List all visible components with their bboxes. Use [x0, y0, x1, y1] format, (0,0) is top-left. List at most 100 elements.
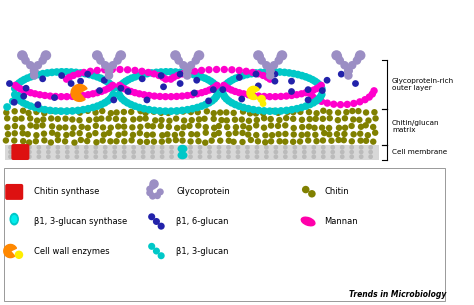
Circle shape	[217, 154, 221, 159]
Circle shape	[210, 86, 217, 93]
Circle shape	[312, 116, 319, 122]
Circle shape	[87, 68, 94, 75]
Circle shape	[159, 74, 166, 81]
Circle shape	[169, 145, 174, 150]
Circle shape	[313, 138, 320, 144]
Circle shape	[84, 108, 91, 114]
Circle shape	[84, 145, 89, 150]
Circle shape	[131, 89, 138, 96]
Circle shape	[20, 138, 27, 144]
Circle shape	[49, 130, 55, 136]
Circle shape	[219, 91, 227, 99]
Circle shape	[41, 92, 48, 99]
Circle shape	[288, 78, 295, 84]
Circle shape	[318, 82, 325, 89]
Circle shape	[84, 125, 91, 131]
Circle shape	[302, 186, 310, 193]
Circle shape	[93, 150, 98, 154]
Circle shape	[181, 124, 187, 130]
Circle shape	[294, 71, 302, 78]
Circle shape	[47, 139, 54, 146]
Circle shape	[142, 115, 149, 122]
Circle shape	[162, 76, 169, 83]
Circle shape	[162, 107, 169, 115]
Circle shape	[320, 108, 327, 114]
Circle shape	[89, 104, 97, 111]
Circle shape	[27, 115, 34, 122]
Circle shape	[122, 77, 130, 85]
Circle shape	[76, 130, 83, 136]
Circle shape	[12, 93, 20, 101]
Circle shape	[283, 115, 290, 121]
Circle shape	[58, 68, 65, 76]
Circle shape	[34, 61, 42, 70]
Circle shape	[131, 154, 136, 159]
Circle shape	[74, 145, 79, 150]
Circle shape	[189, 117, 195, 123]
Circle shape	[230, 138, 237, 145]
Circle shape	[240, 90, 247, 97]
Circle shape	[210, 95, 219, 103]
Circle shape	[358, 124, 364, 130]
Circle shape	[290, 138, 296, 145]
Circle shape	[74, 154, 79, 159]
Circle shape	[343, 109, 350, 115]
Circle shape	[225, 85, 232, 92]
Circle shape	[80, 69, 88, 76]
Circle shape	[183, 106, 191, 113]
Circle shape	[357, 138, 364, 144]
Circle shape	[319, 87, 326, 94]
Text: Chitin synthase: Chitin synthase	[34, 187, 100, 196]
Circle shape	[335, 109, 341, 116]
Circle shape	[196, 116, 202, 123]
Circle shape	[35, 71, 43, 78]
Circle shape	[365, 117, 372, 124]
Circle shape	[270, 61, 278, 70]
Circle shape	[338, 71, 345, 77]
Circle shape	[40, 52, 49, 61]
Circle shape	[54, 131, 61, 138]
Circle shape	[243, 71, 251, 78]
Circle shape	[101, 66, 109, 74]
Circle shape	[150, 145, 155, 150]
Circle shape	[63, 107, 71, 115]
Circle shape	[253, 132, 259, 138]
Circle shape	[3, 103, 11, 111]
Circle shape	[33, 138, 39, 145]
Circle shape	[173, 107, 181, 115]
Circle shape	[249, 106, 257, 113]
Circle shape	[297, 109, 303, 115]
Circle shape	[302, 150, 307, 154]
Circle shape	[109, 82, 117, 89]
Circle shape	[48, 69, 56, 76]
Circle shape	[195, 138, 202, 144]
Circle shape	[115, 132, 122, 138]
Circle shape	[116, 50, 126, 60]
Text: β1, 3-glucan: β1, 3-glucan	[176, 246, 229, 256]
Circle shape	[255, 82, 262, 89]
Circle shape	[104, 85, 112, 92]
Circle shape	[63, 132, 70, 138]
Circle shape	[125, 76, 132, 84]
Circle shape	[98, 115, 105, 122]
Circle shape	[209, 138, 215, 144]
Circle shape	[253, 110, 259, 117]
Circle shape	[348, 138, 355, 145]
Circle shape	[222, 81, 230, 88]
Circle shape	[158, 123, 164, 129]
Circle shape	[298, 72, 306, 80]
Circle shape	[110, 97, 117, 103]
Circle shape	[153, 218, 160, 225]
Circle shape	[198, 102, 206, 110]
Circle shape	[128, 74, 136, 82]
Circle shape	[349, 150, 354, 154]
Circle shape	[290, 116, 296, 122]
Circle shape	[69, 116, 75, 123]
Circle shape	[165, 124, 172, 130]
Circle shape	[19, 86, 27, 94]
Circle shape	[146, 92, 153, 99]
Circle shape	[92, 130, 99, 136]
Circle shape	[13, 81, 21, 88]
Circle shape	[160, 150, 164, 154]
Circle shape	[70, 125, 77, 131]
